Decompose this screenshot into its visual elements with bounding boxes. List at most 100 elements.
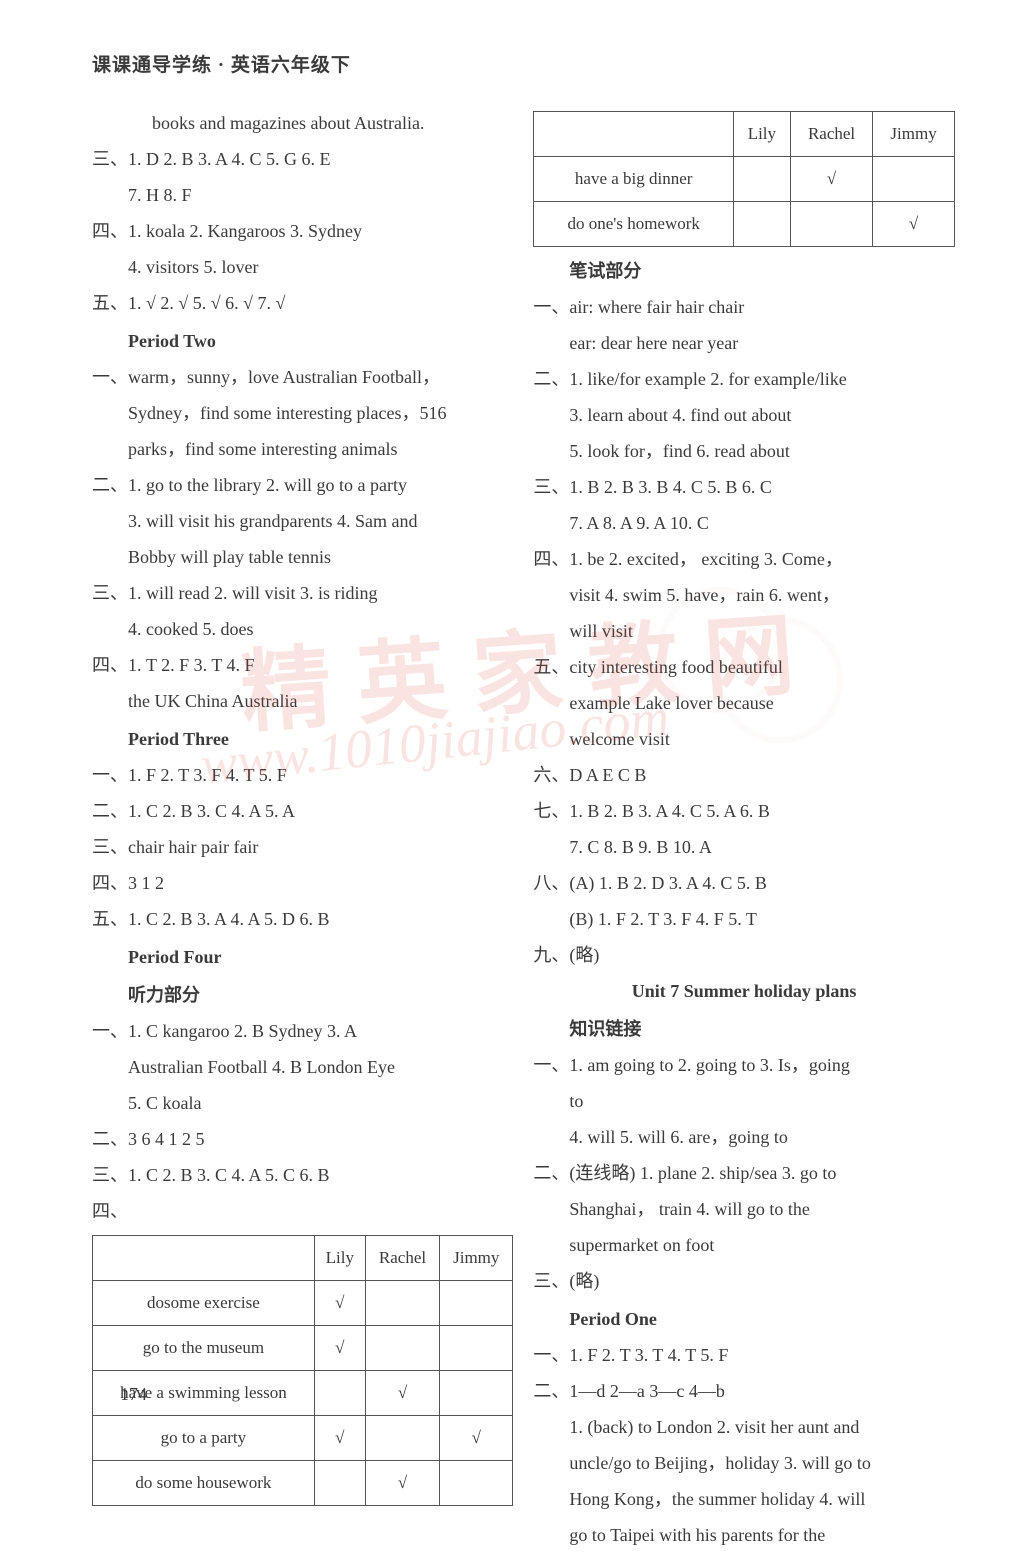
- content-columns: books and magazines about Australia. 三、1…: [92, 105, 952, 1553]
- text-line: 五、city interesting food beautiful: [533, 649, 954, 685]
- text-line: 5. look for，find 6. read about: [533, 433, 954, 469]
- table-row: Lily Rachel Jimmy: [534, 112, 954, 157]
- table-cell: go to the museum: [93, 1326, 315, 1371]
- period-three-heading: Period Three: [92, 721, 513, 757]
- text-line: Shanghai， train 4. will go to the: [533, 1191, 954, 1227]
- left-column: books and magazines about Australia. 三、1…: [92, 105, 513, 1553]
- table-cell: [440, 1326, 513, 1371]
- period-one-heading: Period One: [533, 1301, 954, 1337]
- table-cell: √: [314, 1281, 365, 1326]
- table-cell: do one's homework: [534, 202, 734, 247]
- knowledge-link-heading: 知识链接: [533, 1011, 954, 1047]
- period-four-heading: Period Four: [92, 939, 513, 975]
- text-line: will visit: [533, 613, 954, 649]
- table-cell: [873, 157, 954, 202]
- table-row: have a swimming lesson √: [93, 1371, 513, 1416]
- text-line: 六、D A E C B: [533, 757, 954, 793]
- table-row: Lily Rachel Jimmy: [93, 1236, 513, 1281]
- text-line: 四、1. koala 2. Kangaroos 3. Sydney: [92, 213, 513, 249]
- right-column: Lily Rachel Jimmy have a big dinner √ do…: [533, 105, 954, 1553]
- text-line: 二、(连线略) 1. plane 2. ship/sea 3. go to: [533, 1155, 954, 1191]
- table-header: Jimmy: [440, 1236, 513, 1281]
- table-cell: [440, 1281, 513, 1326]
- table-header: [534, 112, 734, 157]
- table-cell: [314, 1461, 365, 1506]
- table-cell: [440, 1371, 513, 1416]
- text-line: 三、1. B 2. B 3. B 4. C 5. B 6. C: [533, 469, 954, 505]
- text-line: 四、: [92, 1193, 513, 1229]
- table-row: dosome exercise √: [93, 1281, 513, 1326]
- text-line: 三、1. C 2. B 3. C 4. A 5. C 6. B: [92, 1157, 513, 1193]
- table-right: Lily Rachel Jimmy have a big dinner √ do…: [533, 111, 954, 247]
- text-line: 二、3 6 4 1 2 5: [92, 1121, 513, 1157]
- text-line: Sydney，find some interesting places，516: [92, 395, 513, 431]
- table-cell: do some housework: [93, 1461, 315, 1506]
- table-header: Jimmy: [873, 112, 954, 157]
- text-line: parks，find some interesting animals: [92, 431, 513, 467]
- table-row: do one's homework √: [534, 202, 954, 247]
- text-line: the UK China Australia: [92, 683, 513, 719]
- text-line: 二、1. C 2. B 3. C 4. A 5. A: [92, 793, 513, 829]
- text-line: supermarket on foot: [533, 1227, 954, 1263]
- table-cell: have a big dinner: [534, 157, 734, 202]
- table-header: Rachel: [365, 1236, 439, 1281]
- text-line: go to Taipei with his parents for the: [533, 1517, 954, 1553]
- text-line: 三、1. will read 2. will visit 3. is ridin…: [92, 575, 513, 611]
- text-line: 4. cooked 5. does: [92, 611, 513, 647]
- table-row: do some housework √: [93, 1461, 513, 1506]
- text-line: books and magazines about Australia.: [92, 105, 513, 141]
- text-line: 5. C koala: [92, 1085, 513, 1121]
- text-line: 3. will visit his grandparents 4. Sam an…: [92, 503, 513, 539]
- text-line: 九、(略): [533, 937, 954, 973]
- text-line: 一、1. F 2. T 3. F 4. T 5. F: [92, 757, 513, 793]
- text-line: ear: dear here near year: [533, 325, 954, 361]
- table-cell: dosome exercise: [93, 1281, 315, 1326]
- text-line: uncle/go to Beijing，holiday 3. will go t…: [533, 1445, 954, 1481]
- text-line: visit 4. swim 5. have，rain 6. went，: [533, 577, 954, 613]
- table-cell: [734, 157, 791, 202]
- table-cell: [314, 1371, 365, 1416]
- text-line: 7. H 8. F: [92, 177, 513, 213]
- table-cell: √: [314, 1326, 365, 1371]
- text-line: 3. learn about 4. find out about: [533, 397, 954, 433]
- text-line: 五、1. √ 2. √ 5. √ 6. √ 7. √: [92, 285, 513, 321]
- period-two-heading: Period Two: [92, 323, 513, 359]
- text-line: 四、1. T 2. F 3. T 4. F: [92, 647, 513, 683]
- table-cell: [790, 202, 873, 247]
- table-header: Lily: [314, 1236, 365, 1281]
- table-cell: √: [790, 157, 873, 202]
- table-header: Lily: [734, 112, 791, 157]
- text-line: 一、1. am going to 2. going to 3. Is，going: [533, 1047, 954, 1083]
- listening-heading: 听力部分: [92, 977, 513, 1013]
- text-line: to: [533, 1083, 954, 1119]
- text-line: 四、1. be 2. excited， exciting 3. Come，: [533, 541, 954, 577]
- text-line: 二、1—d 2—a 3—c 4—b: [533, 1373, 954, 1409]
- text-line: 八、(A) 1. B 2. D 3. A 4. C 5. B: [533, 865, 954, 901]
- table-row: go to the museum √: [93, 1326, 513, 1371]
- written-heading: 笔试部分: [533, 253, 954, 289]
- text-line: 五、1. C 2. B 3. A 4. A 5. D 6. B: [92, 901, 513, 937]
- table-cell: √: [365, 1461, 439, 1506]
- table-cell: √: [440, 1416, 513, 1461]
- header-text: 课课通导学练 · 英语六年级下: [92, 55, 351, 76]
- page-number: 174: [120, 1384, 147, 1405]
- text-line: 七、1. B 2. B 3. A 4. C 5. A 6. B: [533, 793, 954, 829]
- text-line: 1. (back) to London 2. visit her aunt an…: [533, 1409, 954, 1445]
- text-line: 二、1. like/for example 2. for example/lik…: [533, 361, 954, 397]
- text-line: (B) 1. F 2. T 3. F 4. F 5. T: [533, 901, 954, 937]
- table-row: have a big dinner √: [534, 157, 954, 202]
- text-line: Australian Football 4. B London Eye: [92, 1049, 513, 1085]
- text-line: 三、(略): [533, 1263, 954, 1299]
- text-line: example Lake lover because: [533, 685, 954, 721]
- table-header: [93, 1236, 315, 1281]
- text-line: 一、warm，sunny，love Australian Football，: [92, 359, 513, 395]
- text-line: 四、3 1 2: [92, 865, 513, 901]
- table-cell: √: [365, 1371, 439, 1416]
- table-cell: [734, 202, 791, 247]
- text-line: 二、1. go to the library 2. will go to a p…: [92, 467, 513, 503]
- table-cell: [365, 1416, 439, 1461]
- table-cell: √: [873, 202, 954, 247]
- text-line: 三、chair hair pair fair: [92, 829, 513, 865]
- text-line: 7. A 8. A 9. A 10. C: [533, 505, 954, 541]
- text-line: 一、1. C kangaroo 2. B Sydney 3. A: [92, 1013, 513, 1049]
